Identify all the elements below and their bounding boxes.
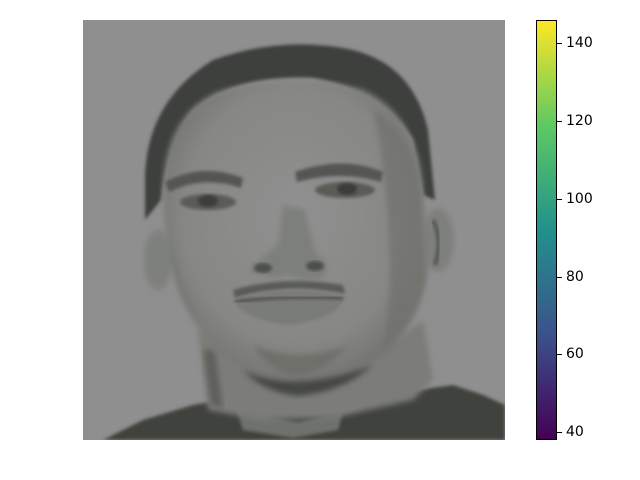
left-eyebrow xyxy=(165,170,243,192)
face-image xyxy=(83,20,505,440)
colorbar-tick xyxy=(557,121,562,123)
colorbar-tick-label: 40 xyxy=(566,424,584,441)
right-eyebrow xyxy=(295,163,383,182)
left-ear xyxy=(144,230,172,290)
colorbar-tick xyxy=(557,432,562,434)
colorbar-tick xyxy=(557,43,562,45)
colorbar-tick xyxy=(557,198,562,200)
nose xyxy=(248,205,327,280)
colorbar xyxy=(536,20,557,440)
colorbar-tick xyxy=(557,276,562,278)
colorbar-tick-label: 60 xyxy=(566,346,584,363)
colorbar-tick-label: 100 xyxy=(566,190,593,207)
hair xyxy=(145,44,435,220)
colorbar-tick xyxy=(557,354,562,356)
colorbar-tick-label: 140 xyxy=(566,35,593,52)
mustache xyxy=(233,281,345,298)
colorbar-tick-label: 80 xyxy=(566,268,584,285)
colorbar-tick-label: 120 xyxy=(566,113,593,130)
